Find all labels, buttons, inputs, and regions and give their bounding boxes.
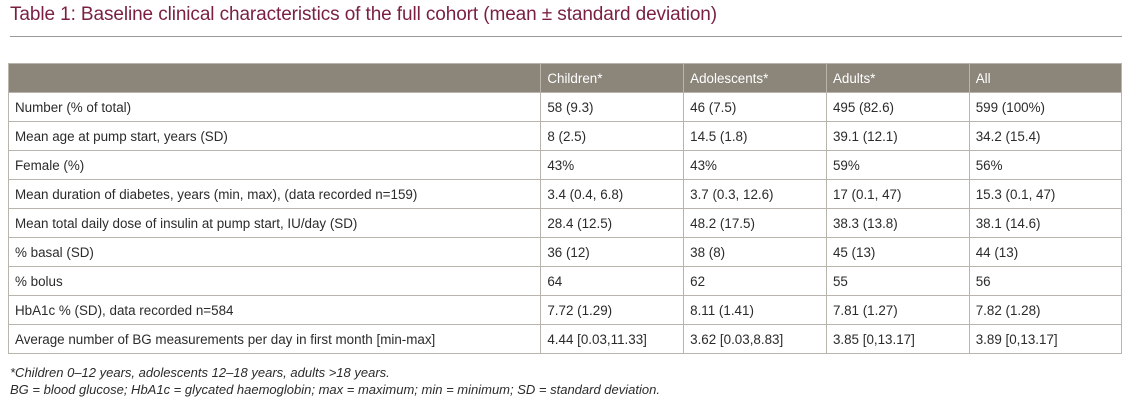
cell-all: 44 (13) bbox=[968, 237, 1123, 267]
table-row: % bolus 64 62 55 56 bbox=[7, 266, 1123, 296]
table-number: Table 1: bbox=[10, 4, 76, 25]
table-row: Average number of BG measurements per da… bbox=[7, 324, 1123, 354]
table-header: Children* Adolescents* Adults* All bbox=[7, 63, 1123, 93]
cell-all: 599 (100%) bbox=[968, 92, 1123, 122]
cell-all: 38.1 (14.6) bbox=[968, 208, 1123, 238]
cell-adolescents: 14.5 (1.8) bbox=[683, 121, 827, 151]
cell-children: 36 (12) bbox=[540, 237, 685, 267]
cell-characteristic: % basal (SD) bbox=[7, 237, 542, 267]
table-row: % basal (SD) 36 (12) 38 (8) 45 (13) 44 (13) bbox=[7, 237, 1123, 267]
cell-children: 58 (9.3) bbox=[540, 92, 685, 122]
cell-characteristic: Mean total daily dose of insulin at pump… bbox=[7, 208, 542, 238]
cell-children: 4.44 [0.03,11.33] bbox=[540, 324, 685, 354]
cell-characteristic: Average number of BG measurements per da… bbox=[7, 324, 542, 354]
characteristics-table: Children* Adolescents* Adults* All Numbe… bbox=[7, 63, 1123, 354]
cell-adolescents: 8.11 (1.41) bbox=[683, 295, 827, 325]
cell-characteristic: % bolus bbox=[7, 266, 542, 296]
cell-adolescents: 48.2 (17.5) bbox=[683, 208, 827, 238]
title-divider bbox=[10, 36, 1122, 37]
table-title: Table 1: Baseline clinical characteristi… bbox=[10, 4, 717, 26]
cell-all: 56 bbox=[968, 266, 1123, 296]
cell-adults: 59% bbox=[825, 150, 970, 180]
table-row: Female (%) 43% 43% 59% 56% bbox=[7, 150, 1123, 180]
table-row: Mean total daily dose of insulin at pump… bbox=[7, 208, 1123, 238]
table-title-text: Baseline clinical characteristics of the… bbox=[75, 4, 717, 25]
cell-characteristic: HbA1c % (SD), data recorded n=584 bbox=[7, 295, 542, 325]
header-cell-adolescents: Adolescents* bbox=[683, 63, 827, 93]
table-row: Mean duration of diabetes, years (min, m… bbox=[7, 179, 1123, 209]
cell-adults: 39.1 (12.1) bbox=[825, 121, 970, 151]
cell-adolescents: 38 (8) bbox=[683, 237, 827, 267]
cell-adolescents: 62 bbox=[683, 266, 827, 296]
cell-characteristic: Number (% of total) bbox=[7, 92, 542, 122]
table-row: Number (% of total) 58 (9.3) 46 (7.5) 495 (… bbox=[7, 92, 1123, 122]
cell-adults: 495 (82.6) bbox=[825, 92, 970, 122]
cell-adults: 45 (13) bbox=[825, 237, 970, 267]
header-cell-empty bbox=[7, 63, 542, 93]
table-row: HbA1c % (SD), data recorded n=584 7.72 (1… bbox=[7, 295, 1123, 325]
cell-characteristic: Mean age at pump start, years (SD) bbox=[7, 121, 542, 151]
cell-all: 3.89 [0,13.17] bbox=[968, 324, 1123, 354]
cell-children: 8 (2.5) bbox=[540, 121, 685, 151]
cell-adolescents: 46 (7.5) bbox=[683, 92, 827, 122]
cell-children: 7.72 (1.29) bbox=[540, 295, 685, 325]
footnotes: *Children 0–12 years, adolescents 12–18 … bbox=[10, 364, 660, 398]
cell-adults: 17 (0.1, 47) bbox=[825, 179, 970, 209]
footnote-age-groups: *Children 0–12 years, adolescents 12–18 … bbox=[10, 365, 390, 380]
cell-children: 64 bbox=[540, 266, 685, 296]
cell-all: 34.2 (15.4) bbox=[968, 121, 1123, 151]
cell-adolescents: 43% bbox=[683, 150, 827, 180]
cell-children: 3.4 (0.4, 6.8) bbox=[540, 179, 685, 209]
cell-adults: 38.3 (13.8) bbox=[825, 208, 970, 238]
header-cell-adults: Adults* bbox=[825, 63, 970, 93]
cell-adolescents: 3.7 (0.3, 12.6) bbox=[683, 179, 827, 209]
cell-all: 7.82 (1.28) bbox=[968, 295, 1123, 325]
table-row: Mean age at pump start, years (SD) 8 (2.5… bbox=[7, 121, 1123, 151]
table-body: Number (% of total) 58 (9.3) 46 (7.5) 495 (… bbox=[7, 92, 1123, 354]
cell-children: 28.4 (12.5) bbox=[540, 208, 685, 238]
cell-all: 15.3 (0.1, 47) bbox=[968, 179, 1123, 209]
cell-adolescents: 3.62 [0.03,8.83] bbox=[683, 324, 827, 354]
cell-characteristic: Female (%) bbox=[7, 150, 542, 180]
cell-adults: 7.81 (1.27) bbox=[825, 295, 970, 325]
header-row: Children* Adolescents* Adults* All bbox=[7, 63, 1123, 93]
cell-characteristic: Mean duration of diabetes, years (min, m… bbox=[7, 179, 542, 209]
cell-adults: 3.85 [0,13.17] bbox=[825, 324, 970, 354]
cell-adults: 55 bbox=[825, 266, 970, 296]
cell-children: 43% bbox=[540, 150, 685, 180]
footnote-abbreviations: BG = blood glucose; HbA1c = glycated hae… bbox=[10, 382, 660, 397]
cell-all: 56% bbox=[968, 150, 1123, 180]
header-cell-children: Children* bbox=[540, 63, 685, 93]
header-cell-all: All bbox=[968, 63, 1123, 93]
